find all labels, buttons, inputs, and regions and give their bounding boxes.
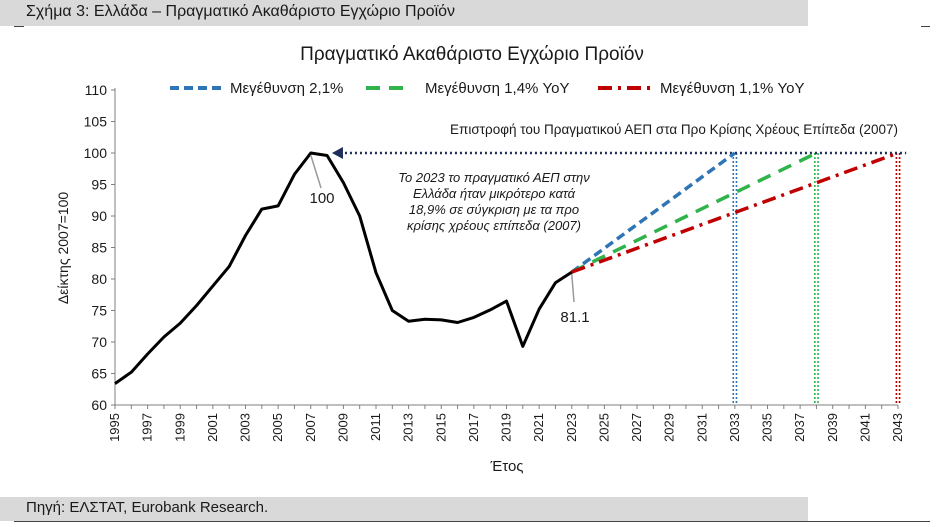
x-tick-label: 2007	[303, 413, 318, 442]
chart-title: Πραγματικό Ακαθάριστο Εγχώριο Προϊόν	[300, 44, 644, 65]
x-tick-label: 2021	[531, 413, 546, 442]
y-tick-label: 95	[91, 177, 107, 193]
chart-panel	[24, 26, 921, 498]
note-line-1: Το 2023 το πραγματικό ΑΕΠ στην	[398, 170, 590, 185]
x-tick-label: 2025	[596, 413, 611, 442]
x-tick-label: 2005	[270, 413, 285, 442]
peak-label: 100	[309, 190, 334, 207]
y-tick-label: 75	[91, 303, 107, 319]
source-band	[0, 497, 808, 521]
x-tick-label: 2039	[825, 413, 840, 442]
caption-band	[0, 0, 808, 26]
y-tick-label: 110	[85, 82, 108, 98]
legend-label-growth-14: Μεγέθυνση 1,4% YoY	[425, 80, 570, 97]
x-tick-label: 2029	[662, 413, 677, 442]
x-tick-label: 2043	[890, 413, 905, 442]
x-tick-label: 2009	[335, 413, 350, 442]
projection-line-growth-21	[570, 151, 736, 274]
x-tick-label: 2013	[401, 413, 416, 442]
note-line-3: 18,9% σε σύγκριση με τα προ	[409, 202, 579, 217]
x-tick-label: 2031	[694, 413, 709, 442]
x-tick-label: 1997	[140, 413, 155, 442]
x-tick-label: 2001	[205, 413, 220, 442]
projection-line-growth-14	[570, 151, 818, 274]
latest-label: 81.1	[560, 309, 589, 326]
y-tick-label: 100	[84, 145, 108, 161]
source-note: Πηγή: ΕΛΣΤΑΤ, Eurobank Research.	[26, 499, 269, 516]
y-tick-label: 90	[91, 208, 107, 224]
y-tick-label: 65	[91, 366, 107, 382]
y-tick-label: 60	[91, 397, 107, 413]
x-tick-label: 2011	[368, 413, 383, 441]
target-arrow-head	[331, 147, 343, 159]
x-tick-label: 2041	[857, 413, 872, 442]
x-tick-label: 2017	[466, 413, 481, 442]
x-tick-label: 2015	[433, 413, 448, 442]
source-divider	[14, 521, 930, 522]
plot-area	[114, 147, 907, 405]
x-tick-label: 2023	[564, 413, 579, 442]
x-tick-label: 2027	[629, 413, 644, 442]
projection-line-growth-11	[571, 151, 899, 274]
note-line-2: Ελλάδα ήταν μικρότερο κατά	[413, 186, 576, 201]
x-tick-label: 1999	[172, 413, 187, 442]
legend-label-growth-21: Μεγέθυνση 2,1%	[230, 80, 343, 97]
legend: Μεγέθυνση 2,1% Μεγέθυνση 1,4% YoY Μεγέθυ…	[170, 80, 805, 97]
x-axis-title: Έτος	[489, 458, 523, 475]
x-tick-label: 2037	[792, 413, 807, 442]
figure-caption: Σχήμα 3: Ελλάδα – Πραγματικό Ακαθάριστο …	[26, 3, 456, 20]
axes: 60 65 70 75 80 85 90 95 100 105 110 1995 1997 1999 200…	[84, 82, 905, 442]
latest-leader-line	[571, 274, 575, 303]
y-tick-label: 105	[84, 114, 108, 130]
x-tick-label: 2019	[499, 413, 514, 442]
note-line-4: κρίσης χρέους επίπεδα (2007)	[407, 218, 581, 233]
y-tick-label: 80	[91, 271, 107, 287]
target-label: Επιστροφή του Πραγματικού ΑΕΠ στα Προ Κρ…	[450, 122, 898, 137]
peak-leader-line	[310, 154, 322, 189]
x-tick-label: 2033	[727, 413, 742, 442]
actual-gdp-line	[114, 151, 573, 385]
x-tick-label: 2003	[238, 413, 253, 442]
x-tick-label: 1995	[107, 413, 122, 442]
y-axis-title: Δείκτης 2007=100	[55, 192, 71, 305]
x-tick-label: 2035	[760, 413, 775, 442]
note-block: Το 2023 το πραγματικό ΑΕΠ στην Ελλάδα ήτ…	[398, 170, 590, 233]
legend-label-growth-11: Μεγέθυνση 1,1% YoY	[660, 80, 805, 97]
y-tick-label: 70	[91, 334, 107, 350]
y-tick-label: 85	[91, 240, 107, 256]
